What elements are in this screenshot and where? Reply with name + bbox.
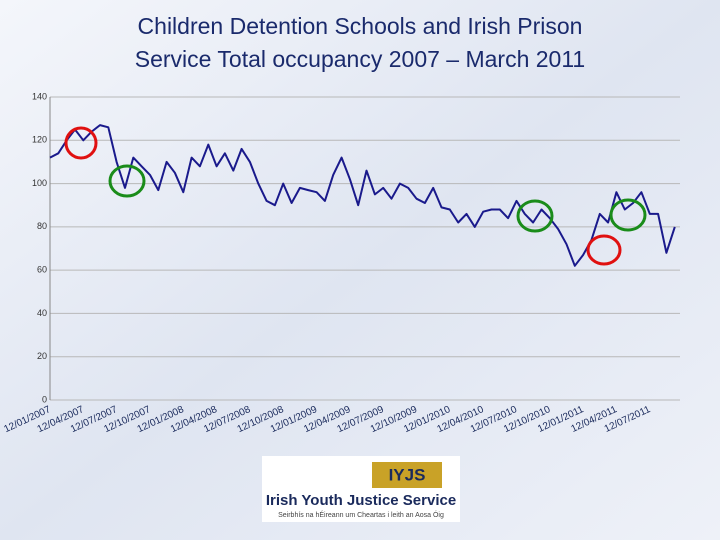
logo: IYJS Irish Youth Justice Service Seirbhí…	[262, 456, 460, 522]
highlight-circle	[64, 126, 98, 160]
y-tick-label: 80	[37, 221, 47, 231]
y-tick-label: 20	[37, 351, 47, 361]
logo-subtitle: Seirbhís na hÉireann um Cheartas i leith…	[278, 510, 444, 519]
highlight-circle	[108, 164, 146, 198]
chart-title: Children Detention Schools and Irish Pri…	[138, 13, 583, 39]
y-tick-label: 100	[32, 178, 47, 188]
highlight-circle	[586, 234, 622, 266]
y-tick-label: 140	[32, 91, 47, 101]
chart-title: Service Total occupancy 2007 – March 201…	[135, 46, 585, 72]
y-tick-label: 120	[32, 135, 47, 145]
y-tick-label: 0	[42, 394, 47, 404]
y-tick-label: 60	[37, 265, 47, 275]
logo-name: Irish Youth Justice Service	[266, 492, 456, 509]
y-tick-label: 40	[37, 308, 47, 318]
highlight-circle	[516, 199, 554, 233]
logo-badge	[372, 462, 442, 488]
highlight-circle	[609, 198, 647, 232]
logo-mark: IYJS	[389, 465, 426, 484]
data-line	[49, 124, 676, 267]
